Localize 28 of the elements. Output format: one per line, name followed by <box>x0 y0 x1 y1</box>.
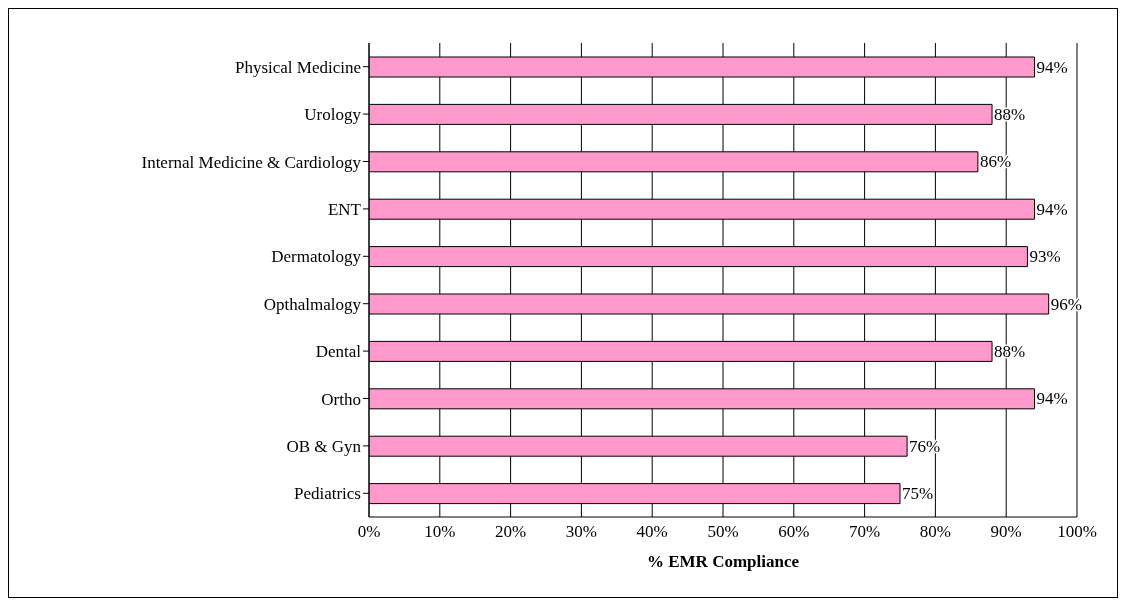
x-axis-title: % EMR Compliance <box>646 552 800 571</box>
data-label: 94% <box>1036 389 1068 409</box>
y-tick-label: Pediatrics <box>293 484 361 504</box>
y-tick-label: Urology <box>304 105 362 125</box>
x-tick-label: 50% <box>707 522 739 542</box>
y-tick-label: ENT <box>327 199 362 219</box>
x-tick-label: 100% <box>1057 522 1097 542</box>
y-tick-label: Dental <box>315 342 362 362</box>
x-tick-label: 40% <box>636 522 668 542</box>
x-tick-label: 60% <box>778 522 810 542</box>
y-tick-label: OB & Gyn <box>286 436 362 456</box>
y-tick-label: Internal Medicine & Cardiology <box>141 152 362 172</box>
data-label: 93% <box>1029 247 1061 267</box>
y-tick-label: Physical Medicine <box>234 57 361 77</box>
x-tick-label: 0% <box>357 522 381 542</box>
data-label: 96% <box>1050 294 1082 314</box>
x-tick-label: 80% <box>919 522 951 542</box>
data-label: 94% <box>1036 199 1068 219</box>
y-tick-label: Opthalmalogy <box>263 294 362 314</box>
x-tick-label: 20% <box>495 522 527 542</box>
y-tick-label: Ortho <box>321 389 361 409</box>
x-tick-label: 10% <box>424 522 456 542</box>
x-tick-label: 30% <box>565 522 597 542</box>
x-tick-label: 90% <box>990 522 1022 542</box>
data-label: 94% <box>1036 57 1068 77</box>
x-tick-label: 70% <box>849 522 881 542</box>
data-label: 75% <box>902 484 934 504</box>
y-tick-label: Dermatology <box>271 247 362 267</box>
